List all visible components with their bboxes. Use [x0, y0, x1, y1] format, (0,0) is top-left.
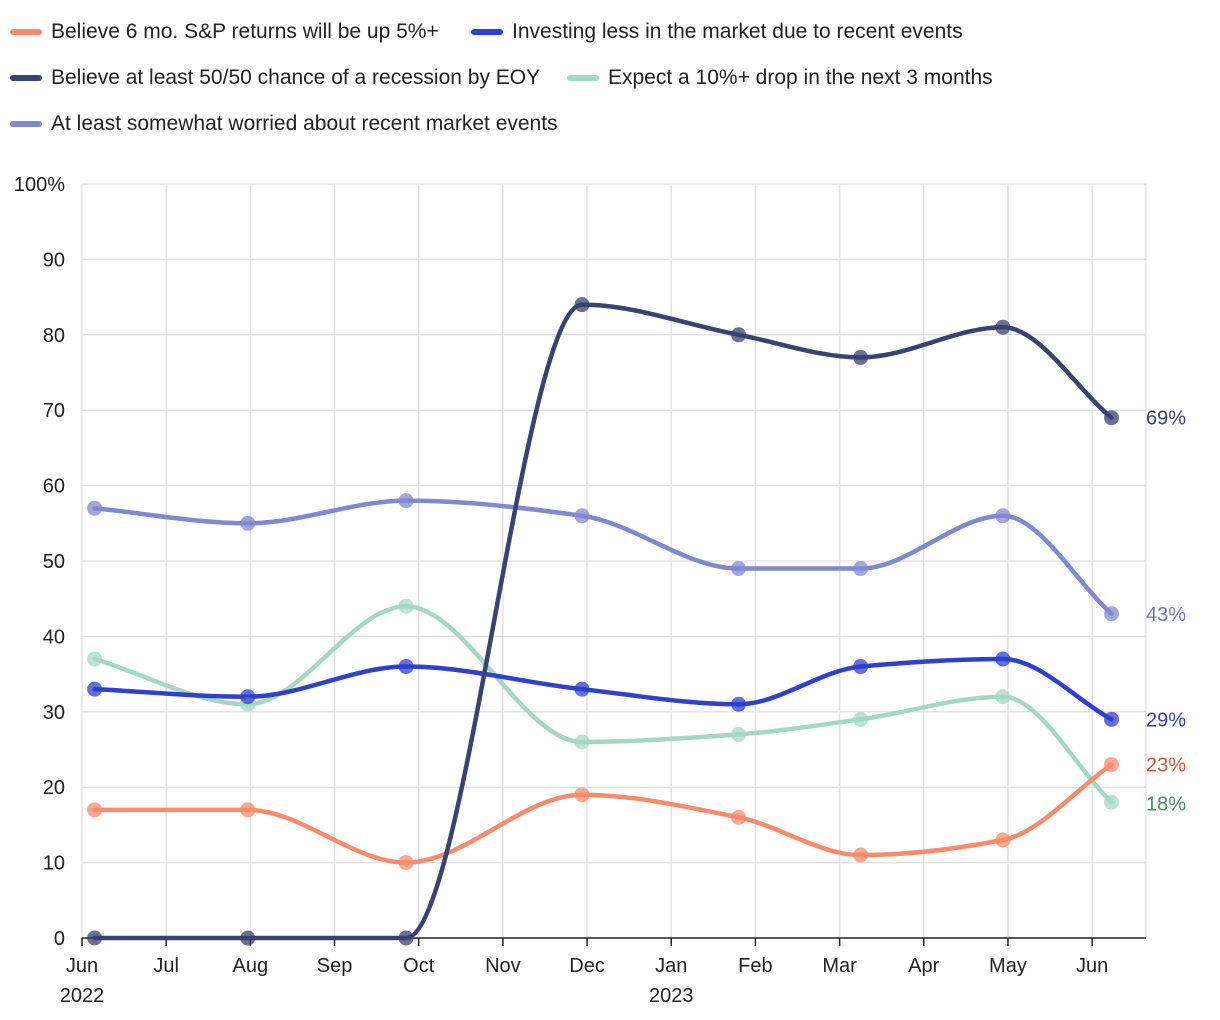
data-point-0-0[interactable] — [87, 802, 103, 818]
data-point-2-7[interactable] — [1103, 410, 1119, 426]
data-point-0-1[interactable] — [240, 802, 256, 818]
legend-swatch-sp-returns — [10, 29, 42, 35]
x-tick-label: Jan — [655, 955, 687, 977]
data-point-3-2[interactable] — [398, 598, 414, 614]
end-label-1: 29% — [1146, 709, 1186, 731]
data-point-1-1[interactable] — [240, 689, 256, 705]
data-point-1-2[interactable] — [398, 659, 414, 675]
legend-label-sp-returns: Believe 6 mo. S&P returns will be up 5%+ — [51, 20, 439, 43]
data-point-1-7[interactable] — [1103, 711, 1119, 727]
legend-label-investing-less: Investing less in the market due to rece… — [512, 20, 963, 43]
y-tick-label: 90 — [43, 249, 65, 271]
data-point-0-7[interactable] — [1103, 757, 1119, 773]
legend-swatch-investing-less — [471, 29, 503, 35]
data-point-3-5[interactable] — [853, 711, 869, 727]
x-tick-label: Aug — [233, 955, 269, 977]
y-tick-label: 30 — [43, 702, 65, 724]
end-label-3: 18% — [1146, 793, 1186, 815]
data-point-4-1[interactable] — [240, 515, 256, 531]
legend-swatch-recession — [10, 75, 42, 81]
x-tick-label: Dec — [569, 955, 605, 977]
y-tick-label: 40 — [43, 626, 65, 648]
y-tick-label: 70 — [43, 400, 65, 422]
x-tick-label: Nov — [485, 955, 521, 977]
legend-item-worried[interactable]: At least somewhat worried about recent m… — [10, 112, 558, 136]
data-point-0-4[interactable] — [731, 809, 747, 825]
series-line-1 — [92, 656, 1114, 722]
data-point-4-5[interactable] — [853, 561, 869, 577]
data-point-0-3[interactable] — [574, 787, 590, 803]
data-point-0-2[interactable] — [398, 855, 414, 871]
data-point-1-6[interactable] — [995, 651, 1011, 667]
data-point-1-4[interactable] — [731, 696, 747, 712]
y-tick-label: 0 — [54, 928, 65, 950]
series-lines — [92, 302, 1114, 941]
x-tick-label: Jun — [1076, 955, 1108, 977]
data-point-3-6[interactable] — [995, 689, 1011, 705]
legend-item-sp-returns[interactable]: Believe 6 mo. S&P returns will be up 5%+ — [10, 20, 439, 44]
y-tick-label: 100% — [14, 174, 65, 196]
data-point-3-7[interactable] — [1103, 794, 1119, 810]
x-tick-label: May — [989, 955, 1027, 977]
data-point-2-3[interactable] — [574, 297, 590, 313]
x-year-label: 2022 — [60, 985, 105, 1007]
x-tick-label: Apr — [908, 955, 939, 977]
data-point-1-3[interactable] — [574, 681, 590, 697]
data-point-4-6[interactable] — [995, 508, 1011, 524]
data-point-4-3[interactable] — [574, 508, 590, 524]
legend-swatch-drop — [567, 75, 599, 81]
axes: 0 10 20 30 40 50 60 70 80 90 100% Jun 2022 Jul Aug Sep O… — [14, 174, 1146, 1007]
x-tick-label: Sep — [317, 955, 353, 977]
data-point-2-0[interactable] — [87, 930, 103, 946]
legend-label-recession: Believe at least 50/50 chance of a reces… — [51, 66, 541, 89]
data-point-2-1[interactable] — [240, 930, 256, 946]
data-point-4-4[interactable] — [731, 561, 747, 577]
series-points — [87, 297, 1119, 946]
data-point-3-4[interactable] — [731, 726, 747, 742]
data-point-4-7[interactable] — [1103, 606, 1119, 622]
end-labels: 23% 29% 69% 18% 43% — [1146, 408, 1186, 816]
x-tick-label: Oct — [403, 955, 435, 977]
legend-label-worried: At least somewhat worried about recent m… — [51, 112, 558, 135]
x-tick-label: Mar — [822, 955, 857, 977]
series-line-0 — [92, 762, 1114, 865]
grid — [81, 183, 1147, 938]
legend-label-drop: Expect a 10%+ drop in the next 3 months — [608, 66, 993, 89]
y-tick-label: 80 — [43, 325, 65, 347]
y-tick-label: 20 — [43, 777, 65, 799]
data-point-2-5[interactable] — [853, 349, 869, 365]
legend-item-recession[interactable]: Believe at least 50/50 chance of a reces… — [10, 66, 540, 90]
legend-item-drop[interactable]: Expect a 10%+ drop in the next 3 months — [567, 66, 993, 90]
y-tick-label: 50 — [43, 551, 65, 573]
series-line-2 — [92, 302, 1114, 941]
data-point-0-5[interactable] — [853, 847, 869, 863]
data-point-0-6[interactable] — [995, 832, 1011, 848]
series-line-4 — [92, 498, 1114, 617]
y-tick-label: 10 — [43, 853, 65, 875]
end-label-2: 69% — [1146, 408, 1186, 430]
data-point-1-0[interactable] — [87, 681, 103, 697]
data-point-3-0[interactable] — [87, 651, 103, 667]
data-point-3-3[interactable] — [574, 734, 590, 750]
x-tick-label: Feb — [738, 955, 772, 977]
data-point-2-4[interactable] — [731, 327, 747, 343]
end-label-4: 43% — [1146, 604, 1186, 626]
data-point-1-5[interactable] — [853, 659, 869, 675]
legend-swatch-worried — [10, 121, 42, 127]
data-point-2-2[interactable] — [398, 930, 414, 946]
x-year-label: 2023 — [649, 985, 694, 1007]
data-point-4-0[interactable] — [87, 500, 103, 516]
legend-item-investing-less[interactable]: Investing less in the market due to rece… — [471, 20, 963, 44]
x-tick-label: Jun — [66, 955, 98, 977]
y-tick-label: 60 — [43, 476, 65, 498]
x-tick-label: Jul — [153, 955, 179, 977]
data-point-2-6[interactable] — [995, 319, 1011, 335]
series-line-3 — [92, 603, 1114, 805]
end-label-0: 23% — [1146, 755, 1186, 777]
data-point-4-2[interactable] — [398, 493, 414, 509]
